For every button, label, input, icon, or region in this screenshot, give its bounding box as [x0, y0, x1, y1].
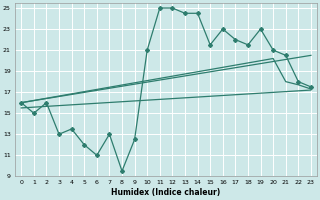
- X-axis label: Humidex (Indice chaleur): Humidex (Indice chaleur): [111, 188, 221, 197]
